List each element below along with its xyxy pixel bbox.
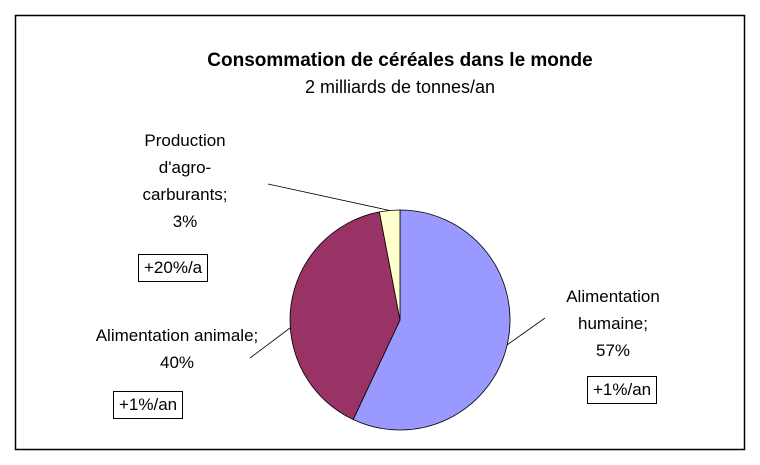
pie	[289, 209, 511, 431]
data-label: Production d'agro-carburants; 3%	[130, 127, 240, 235]
data-label: Alimentation humaine; 57%	[548, 283, 678, 364]
category-label: Alimentation humaine	[566, 287, 660, 333]
value-label: 3%	[172, 212, 198, 231]
pie-slice	[378, 209, 401, 321]
value-label: 40%	[159, 353, 195, 372]
category-label: Production d'agro-carburants	[142, 131, 226, 204]
annotation: +1%/an	[587, 376, 658, 404]
chart-title: Consommation de céréales dans le monde	[207, 50, 592, 71]
category-label: Alimentation animale	[95, 326, 254, 345]
value-label: 57%	[595, 341, 631, 360]
label-separator: ;	[253, 326, 259, 345]
annotation: +1%/an	[113, 391, 184, 419]
data-label: Alimentation animale; 40%	[92, 322, 262, 376]
pie-slice	[352, 209, 511, 431]
label-separator: ;	[643, 314, 648, 333]
label-separator: ;	[222, 185, 228, 204]
annotation: +20%/a	[138, 254, 209, 282]
chart-subtitle: 2 milliards de tonnes/an	[305, 77, 495, 97]
leader-line	[267, 183, 393, 212]
leader-line	[506, 317, 546, 346]
pie-slice	[289, 211, 401, 421]
